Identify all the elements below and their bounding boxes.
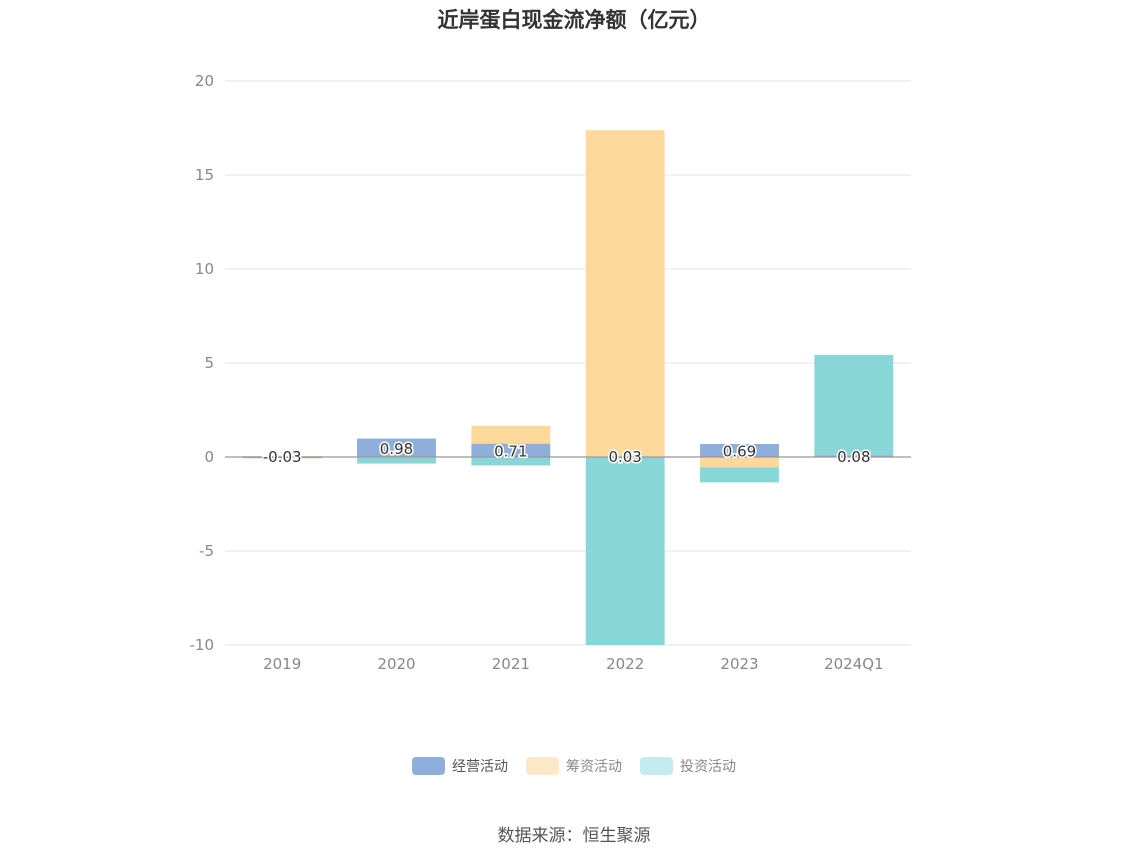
x-tick-label: 2022	[606, 655, 644, 673]
x-tick-label: 2020	[377, 655, 415, 673]
bar-0	[471, 443, 551, 457]
y-tick-label: 15	[195, 166, 214, 184]
y-tick-label: -10	[190, 636, 215, 654]
data-label: 0.03	[608, 448, 641, 466]
data-label: 0.98	[380, 440, 413, 458]
data-label: -0.03	[263, 448, 302, 466]
data-labels: -0.03 0.98 0.71 0.03 0.69 0.08	[261, 438, 872, 467]
source-note: 数据来源：恒生聚源	[497, 826, 651, 846]
axes: 20 15 10 5 0 -5 -10 2019 2020 2021 2022 2023 2024Q1	[190, 72, 911, 673]
bar-0	[814, 455, 894, 457]
bar-2	[814, 354, 894, 456]
legend-item-financing[interactable]: 筹资活动	[526, 756, 622, 776]
legend-label: 经营活动	[452, 759, 508, 775]
legend-swatch-operating	[412, 757, 445, 775]
x-tick-label: 2023	[720, 655, 758, 673]
legend-swatch-investing	[640, 757, 673, 775]
bar-2	[700, 467, 779, 483]
bar-2	[471, 457, 551, 466]
bar-1	[471, 425, 551, 444]
legend-item-investing[interactable]: 投资活动	[640, 756, 736, 776]
data-label: 0.08	[837, 448, 870, 466]
y-tick-label: 20	[195, 72, 214, 90]
bar-0	[700, 444, 779, 457]
legend-label: 投资活动	[680, 759, 736, 775]
data-label: 0.71	[494, 442, 527, 460]
chart-title: 近岸蛋白现金流净额（亿元）	[437, 8, 711, 32]
legend-label: 筹资活动	[566, 759, 622, 775]
legend-swatch-financing	[526, 757, 559, 775]
bar-1	[585, 130, 665, 457]
bar-1	[700, 457, 779, 468]
y-tick-label: -5	[199, 542, 214, 560]
grid-lines	[225, 80, 911, 646]
x-tick-label: 2024Q1	[824, 655, 884, 673]
x-tick-label: 2021	[492, 655, 530, 673]
bar-2	[585, 457, 665, 645]
bar-2	[357, 457, 436, 464]
bars	[242, 130, 894, 645]
y-tick-label: 5	[204, 354, 214, 372]
legend-item-operating[interactable]: 经营活动	[412, 756, 508, 776]
y-tick-label: 0	[204, 448, 214, 466]
legend: 经营活动 筹资活动 投资活动	[0, 756, 1148, 776]
y-tick-label: 10	[195, 260, 214, 278]
data-label: 0.69	[723, 443, 756, 461]
bar-0	[357, 438, 436, 457]
x-tick-label: 2019	[263, 655, 301, 673]
